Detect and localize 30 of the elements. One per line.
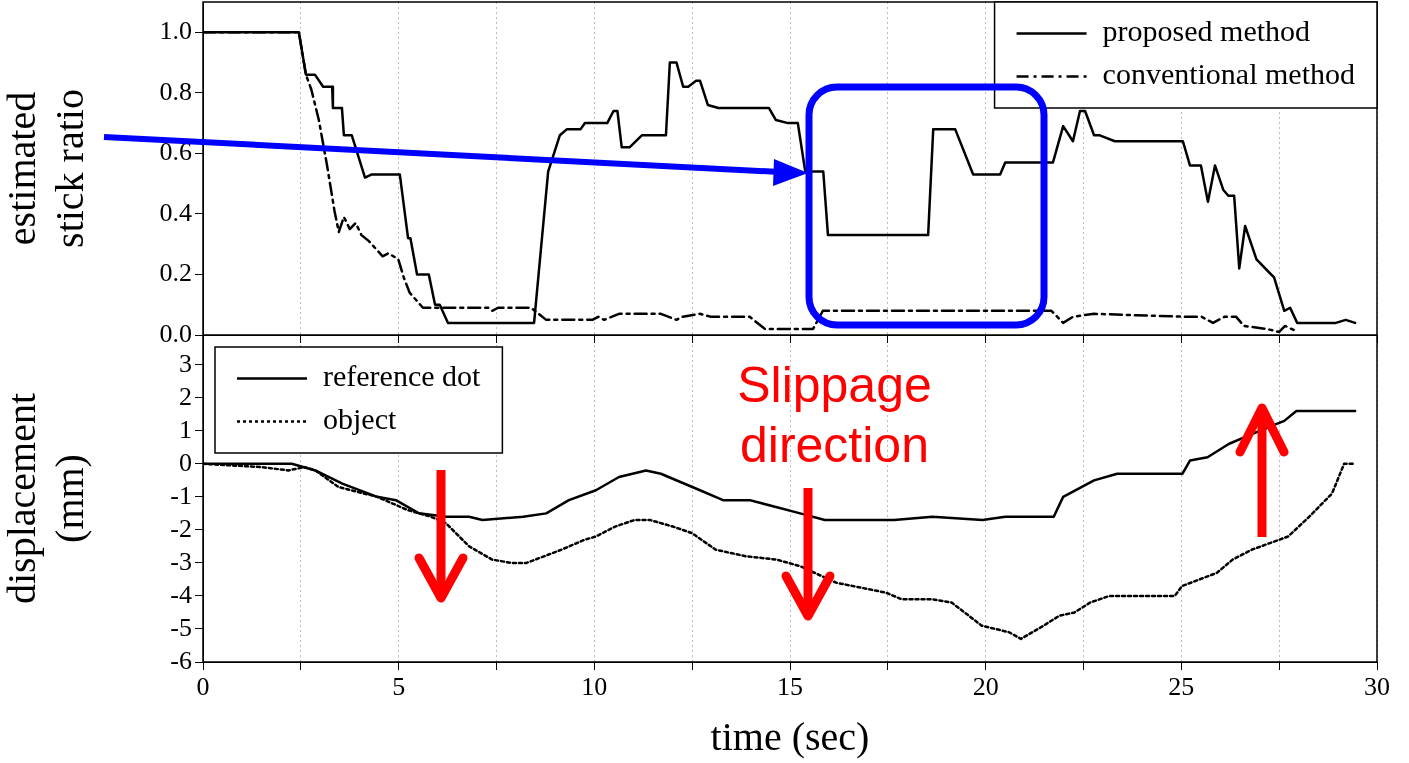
y-tick-label: 0.4: [159, 197, 192, 227]
legend-label: proposed method: [1102, 14, 1311, 48]
legend-label: object: [323, 402, 397, 436]
legend-label: reference dot: [323, 359, 482, 393]
y-tick-label: 0.0: [159, 318, 192, 348]
y-tick-label: -5: [170, 612, 192, 642]
x-tick-label: 5: [392, 672, 406, 702]
y-tick-label: 0.6: [159, 137, 192, 167]
x-tick-label: 15: [777, 672, 803, 702]
x-axis-title: time (sec): [710, 713, 870, 759]
y-tick-label: 0.2: [159, 258, 192, 288]
y-tick-label: -2: [170, 513, 192, 543]
x-tick-label: 30: [1364, 672, 1390, 702]
x-tick-label: 20: [972, 672, 999, 702]
y-tick-label: 3: [179, 348, 192, 378]
y-tick-label: 0.8: [159, 76, 192, 106]
annotation: Slippage direction: [736, 356, 933, 475]
y-tick-label: -3: [170, 546, 192, 576]
y-tick-label: 1: [179, 414, 192, 444]
y-tick-label: -4: [170, 579, 192, 609]
y-tick-label: 0: [179, 447, 192, 477]
y-axis-title: displacement (mm): [0, 392, 92, 605]
y-tick-label: -1: [170, 480, 192, 510]
x-tick-label: 10: [581, 672, 608, 702]
y-tick-label: 1.0: [159, 16, 192, 46]
y-axis-title: estimated stick ratio: [0, 89, 92, 248]
y-tick-label: 2: [179, 381, 192, 411]
legend-label: conventional method: [1102, 57, 1355, 91]
x-tick-label: 25: [1168, 672, 1195, 702]
y-tick-label: -6: [170, 645, 192, 675]
